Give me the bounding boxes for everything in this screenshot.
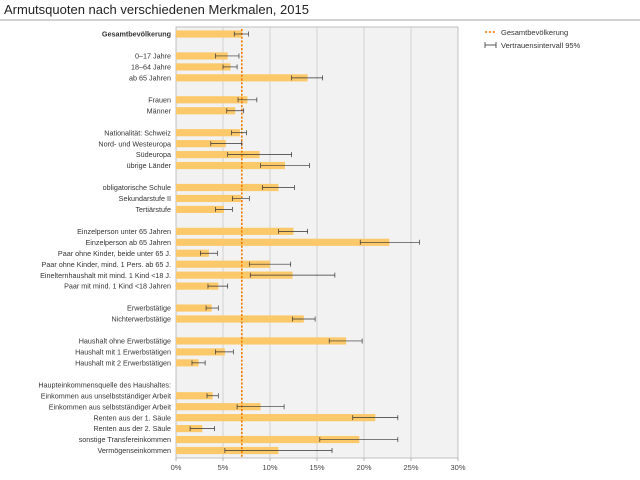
category-label: Paar mit mind. 1 Kind <18 Jahren	[64, 282, 171, 291]
category-label: Einzelperson ab 65 Jahren	[85, 238, 171, 247]
bar	[176, 282, 219, 290]
bar	[176, 151, 260, 159]
bar	[176, 435, 360, 444]
group-header: Haupteinkommensquelle des Haushaltes:	[38, 380, 171, 389]
x-tick-label: 0%	[171, 463, 182, 472]
category-label: Haushalt mit 2 Erwerbstätigen	[75, 358, 171, 367]
category-label: obligatorische Schule	[103, 183, 171, 192]
bar	[176, 30, 242, 38]
category-label: Männer	[147, 106, 172, 115]
bar	[176, 161, 286, 170]
category-label: Renten aus der 1. Säule	[93, 413, 171, 422]
bar	[176, 52, 228, 60]
bar	[176, 194, 241, 203]
bar	[176, 260, 270, 268]
category-label: sonstige Transfereinkommen	[79, 435, 171, 444]
bar	[176, 96, 248, 104]
category-label: ab 65 Jahren	[129, 73, 171, 82]
category-label: Erwerbstätige	[127, 304, 171, 313]
bar	[176, 63, 231, 71]
bar	[176, 129, 240, 137]
bar	[176, 249, 209, 257]
x-tick-label: 20%	[356, 463, 371, 472]
category-label: Nationalität: Schweiz	[104, 128, 171, 137]
category-label: Paar ohne Kinder, mind. 1 Pers. ab 65 J.	[42, 260, 171, 269]
bar	[176, 271, 293, 279]
bar	[176, 337, 347, 345]
category-label: Einelternhaushalt mit mind. 1 Kind <18 J…	[40, 271, 171, 280]
bar	[176, 414, 376, 422]
category-label: Einkommen aus unselbstständiger Arbeit	[41, 391, 171, 400]
bar	[176, 348, 225, 356]
bar	[176, 315, 304, 323]
bar	[176, 425, 203, 433]
bar	[176, 304, 212, 312]
bar	[176, 359, 199, 367]
x-tick-label: 10%	[262, 463, 277, 472]
category-label: Gesamtbevölkerung	[102, 30, 171, 39]
category-label: Einkommen aus selbstständiger Arbeit	[49, 402, 171, 411]
bar	[176, 107, 236, 115]
x-tick-label: 5%	[218, 463, 229, 472]
bar	[176, 392, 213, 400]
category-label: Vermögenseinkommen	[97, 446, 171, 455]
category-label: Renten aus der 2. Säule	[93, 424, 171, 433]
bar	[176, 403, 261, 411]
bar	[176, 140, 226, 148]
category-label: Haushalt mit 1 Erwerbstätigen	[75, 348, 171, 357]
legend-label: Vertrauensintervall 95%	[501, 41, 581, 50]
category-label: Paar ohne Kinder, beide unter 65 J.	[58, 249, 171, 258]
bar	[176, 183, 279, 192]
category-label: Haushalt ohne Erwerbstätige	[79, 337, 171, 346]
bar	[176, 227, 294, 235]
chart-title: Armutsquoten nach verschiedenen Merkmale…	[4, 2, 309, 17]
bar	[176, 238, 390, 246]
category-label: Frauen	[148, 95, 171, 104]
category-label: Südeuropa	[136, 150, 171, 159]
category-label: Sekundarstufe II	[119, 194, 171, 203]
x-tick-label: 25%	[403, 463, 418, 472]
x-tick-label: 30%	[450, 463, 465, 472]
category-label: übrige Länder	[127, 161, 172, 170]
category-label: Nord- und Westeuropa	[98, 139, 171, 148]
category-label: Nichterwerbstätige	[111, 315, 171, 324]
legend-label: Gesamtbevölkerung	[501, 28, 568, 37]
x-tick-label: 15%	[309, 463, 324, 472]
bar	[176, 74, 308, 82]
category-label: Tertiärstufe	[135, 205, 171, 214]
bar	[176, 205, 224, 213]
category-label: 18–64 Jahre	[131, 63, 171, 72]
category-label: 0–17 Jahre	[135, 52, 171, 61]
category-label: Einzelperson unter 65 Jahren	[77, 227, 171, 236]
